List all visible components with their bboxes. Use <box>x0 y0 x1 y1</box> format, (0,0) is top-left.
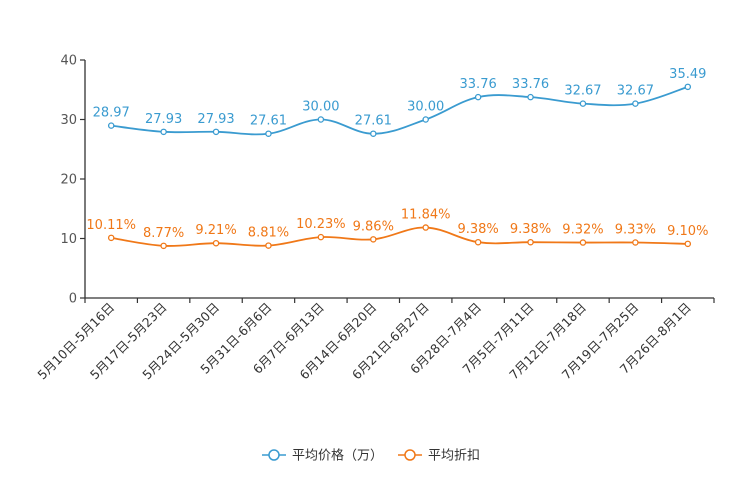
data-point <box>212 128 220 136</box>
data-point <box>370 236 377 243</box>
data-label: 33.76 <box>512 77 549 92</box>
series-average-price: 28.97 27.93 27.93 27.61 30.00 27.61 30.00 33.76… <box>93 67 706 137</box>
data-point <box>107 122 115 129</box>
legend-item-average-discount: 平均折扣 <box>398 449 480 464</box>
data-point <box>422 116 429 123</box>
axes: 0102030405月10日-5月16日5月17日-5月23日5月24日-5月3… <box>34 54 715 382</box>
data-point <box>527 238 534 246</box>
series-line <box>111 85 689 136</box>
data-point <box>684 240 692 248</box>
legend-marker <box>268 449 280 461</box>
data-point <box>370 130 377 137</box>
data-point <box>160 128 167 136</box>
y-tick-label: 10 <box>60 232 77 247</box>
data-label: 27.93 <box>197 112 234 127</box>
data-point <box>579 100 587 107</box>
data-label: 9.32% <box>562 223 603 238</box>
data-point <box>474 238 482 246</box>
data-point <box>422 224 429 231</box>
series-average-discount: 10.11% 8.77% 9.21% 8.81% 10.23% 9.86% 11.84% 9.… <box>86 208 708 250</box>
y-tick-label: 20 <box>60 173 77 188</box>
data-point <box>160 242 167 250</box>
data-point <box>632 100 639 107</box>
legend-marker <box>404 449 416 461</box>
data-label: 9.38% <box>510 222 551 237</box>
data-point <box>632 239 639 246</box>
y-tick-label: 30 <box>60 113 77 128</box>
data-label: 33.76 <box>460 77 497 92</box>
series-line <box>111 226 688 247</box>
data-point <box>212 239 220 247</box>
data-point <box>474 93 482 101</box>
data-point <box>317 233 325 241</box>
data-label: 10.11% <box>86 218 136 233</box>
series-layer: 28.97 27.93 27.93 27.61 30.00 27.61 30.00 33.76… <box>86 67 708 250</box>
data-point <box>265 130 272 137</box>
data-label: 27.93 <box>145 112 182 127</box>
y-tick-label: 0 <box>69 292 77 307</box>
y-tick-label: 40 <box>60 54 77 69</box>
legend-item-average-price: 平均价格（万） <box>262 448 383 464</box>
data-label: 27.61 <box>250 114 287 129</box>
data-label: 35.49 <box>669 67 706 82</box>
data-point <box>107 234 115 242</box>
data-label: 9.10% <box>667 224 708 239</box>
data-point <box>684 83 692 91</box>
data-label: 30.00 <box>407 100 444 115</box>
data-label: 30.00 <box>302 100 339 115</box>
data-label: 27.61 <box>355 114 392 129</box>
legend: 平均价格（万） 平均折扣 <box>262 448 480 464</box>
data-label: 9.86% <box>353 219 394 234</box>
data-label: 9.21% <box>195 223 236 238</box>
data-label: 10.23% <box>296 217 346 232</box>
data-label: 9.38% <box>457 222 498 237</box>
data-point <box>265 242 272 249</box>
data-label: 9.33% <box>615 222 656 237</box>
data-point <box>317 116 325 123</box>
data-label: 8.77% <box>143 226 184 241</box>
data-label: 8.81% <box>248 226 289 241</box>
legend-label: 平均价格（万） <box>292 448 383 464</box>
data-label: 32.67 <box>564 84 601 99</box>
data-point <box>527 93 534 101</box>
data-label: 32.67 <box>617 84 654 99</box>
data-point <box>579 239 587 246</box>
data-label: 11.84% <box>401 208 451 223</box>
data-label: 28.97 <box>93 106 130 121</box>
legend-label: 平均折扣 <box>428 449 480 464</box>
